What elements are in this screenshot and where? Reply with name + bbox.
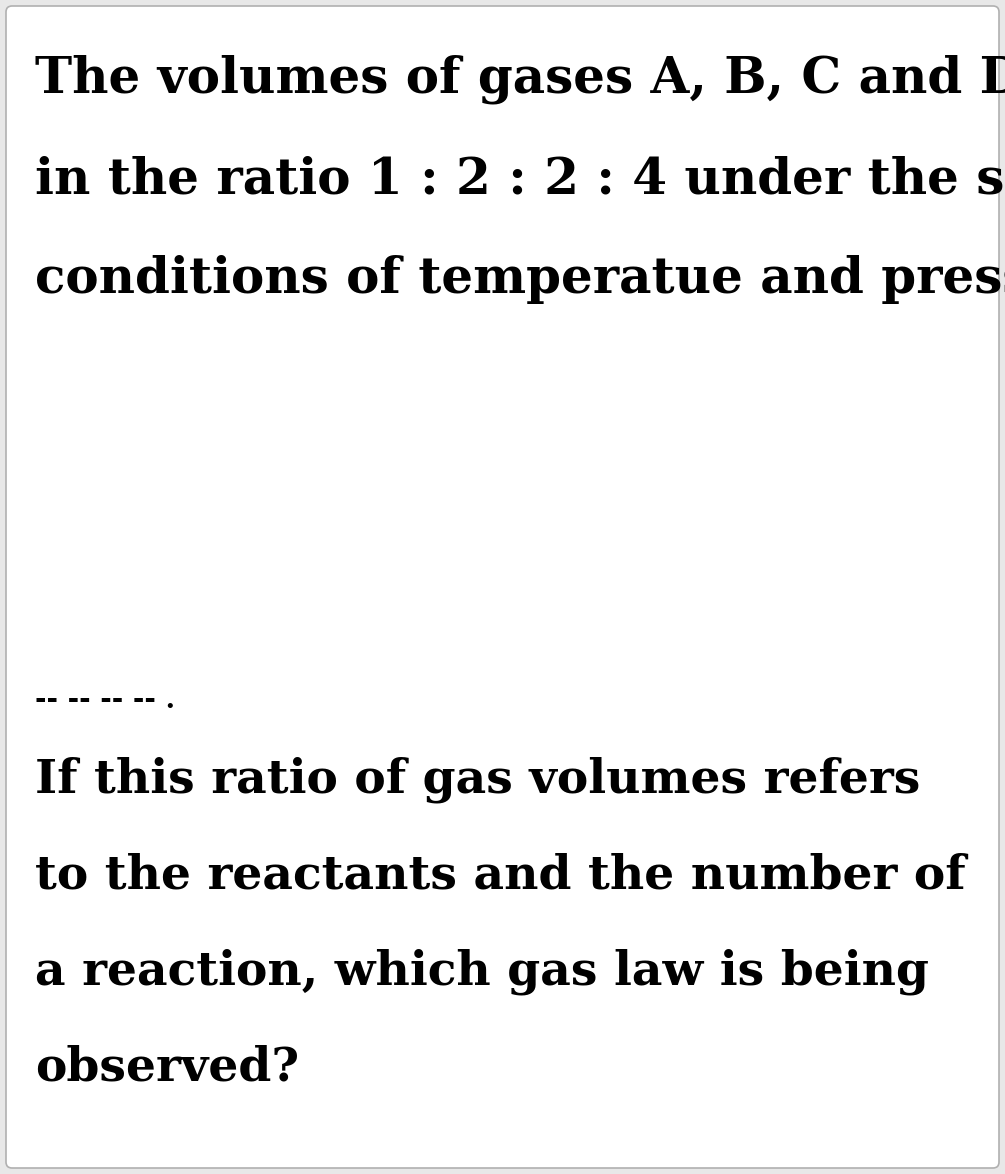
Text: -- -- -- -- .: -- -- -- -- . <box>35 687 175 714</box>
FancyBboxPatch shape <box>6 6 999 1168</box>
Text: If this ratio of gas volumes refers: If this ratio of gas volumes refers <box>35 757 921 803</box>
Text: conditions of temperatue and pressure.: conditions of temperatue and pressure. <box>35 255 1005 304</box>
Text: in the ratio 1 : 2 : 2 : 4 under the same: in the ratio 1 : 2 : 2 : 4 under the sam… <box>35 155 1005 204</box>
Text: to the reactants and the number of: to the reactants and the number of <box>35 852 966 899</box>
Text: a reaction, which gas law is being: a reaction, which gas law is being <box>35 949 929 996</box>
Text: The volumes of gases A, B, C and D are: The volumes of gases A, B, C and D are <box>35 55 1005 104</box>
Text: observed?: observed? <box>35 1045 299 1091</box>
